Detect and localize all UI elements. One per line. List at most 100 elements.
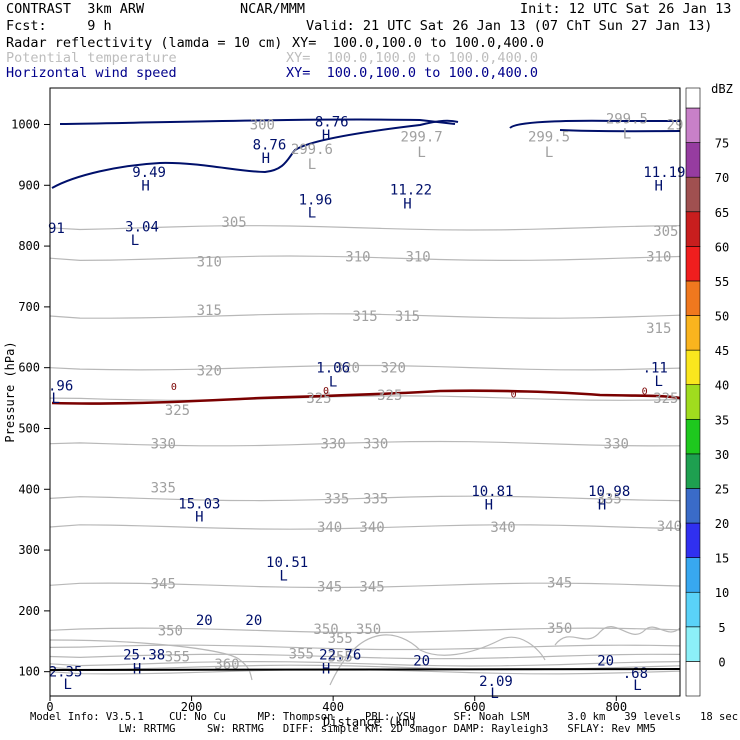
colorbar-swatch (685, 661, 701, 697)
theta-isentrope (49, 225, 681, 231)
colorbar-level-label: 35 (715, 413, 729, 427)
theta-isentrope (49, 660, 681, 667)
theta-contours (49, 225, 681, 686)
x-tick-label: 0 (46, 700, 53, 714)
theta-contour-label: 320 (335, 361, 360, 377)
field-label-reflectivity: Radar reflectivity (lamda = 10 cm) (6, 35, 283, 51)
theta-contour-label: 350 (356, 622, 381, 638)
colorbar-swatch (685, 384, 701, 420)
theta-contour-label: 340 (490, 520, 515, 536)
colorbar-level-label: 55 (715, 275, 729, 289)
wind-extremum-marker: L (131, 233, 139, 249)
y-tick-label: 900 (18, 178, 40, 192)
theta-contour-label: 350 (547, 621, 572, 637)
colorbar-level-label: 75 (715, 137, 729, 151)
theta-contour-label: 305 (653, 224, 678, 240)
theta-isentrope (49, 495, 681, 502)
y-tick-label: 500 (18, 421, 40, 435)
theta-contour-label: 330 (320, 437, 345, 453)
wind-extremum-marker: L (329, 375, 337, 391)
theta-contour-label: 335 (597, 491, 622, 507)
theta-contour-label: 310 (345, 249, 370, 265)
colorbar-swatch (685, 142, 701, 178)
colorbar-level-label: 50 (715, 310, 729, 324)
wind-extremum-value: 2.09 (479, 674, 513, 690)
colorbar: 0 5 10 15 20 25 30 35 40 45 50 55 60 65 70 75 dBZ (685, 82, 733, 697)
y-tick-label: 400 (18, 482, 40, 496)
theta-isentrope (49, 313, 681, 319)
wind-extremum-value: 15.03 (178, 496, 220, 512)
theta-extremum-marker: L (308, 157, 316, 173)
init-time: Init: 12 UTC Sat 26 Jan 13 (520, 1, 732, 17)
colorbar-unit-label: dBZ (711, 82, 733, 96)
model-title: CONTRAST 3km ARW (6, 1, 145, 17)
colorbar-swatch (685, 211, 701, 247)
colorbar-swatch (685, 418, 701, 455)
colorbar-level-label: 15 (715, 552, 729, 566)
footer-model-info: Model Info: V3.5.1 CU: No Cu MP: Thompso… (30, 711, 739, 723)
field-xy-wind: XY= 100.0,100.0 to 100.0,400.0 (286, 65, 538, 81)
wind-extremum-value: 10.98 (588, 484, 630, 500)
wind-contour-20 (51, 119, 459, 189)
wind-extremum-value: 11.22 (390, 183, 432, 199)
wind-extremum-marker: L (655, 374, 663, 390)
wind-extremum-marker: H (322, 128, 330, 144)
wind-contour-label: 20 (245, 613, 262, 629)
colorbar-level-label: 65 (715, 206, 729, 220)
colorbar-level-label: 20 (715, 517, 729, 531)
theta-contour-label: 315 (646, 321, 671, 337)
theta-contour-label: 325 (653, 391, 678, 407)
zero-contour-label: 0 (171, 382, 177, 393)
colorbar-swatch (685, 315, 701, 351)
wind-extremum-value: 8.76 (315, 114, 349, 130)
wind-contour-label: 20 (413, 654, 430, 670)
theta-contour-label: 345 (359, 580, 384, 596)
colorbar-swatch (685, 626, 701, 662)
theta-isentrope (554, 626, 681, 646)
colorbar-level-label: 45 (715, 344, 729, 358)
theta-contour-label: 340 (317, 520, 342, 536)
theta-contour-label: 350 (158, 623, 183, 639)
valid-time: Valid: 21 UTC Sat 26 Jan 13 (07 ChT Sun … (306, 18, 713, 34)
theta-contour-label: 315 (197, 303, 222, 319)
theta-contour-label: 320 (381, 361, 406, 377)
wind-extremum-value: 9.49 (132, 165, 166, 181)
theta-contour-label: 305 (221, 215, 246, 231)
wind-contour-20 (509, 119, 680, 129)
x-tick-label: 200 (181, 700, 203, 714)
colorbar-level-label: 60 (715, 240, 729, 254)
colorbar-level-label: 30 (715, 448, 729, 462)
wind-contour-20 (59, 118, 456, 125)
wind-contour-20 (559, 129, 681, 133)
colorbar-swatch (685, 522, 701, 558)
wind-extremum-marker: H (262, 151, 270, 167)
theta-isentrope (49, 440, 681, 447)
zero-contour-label: 0 (323, 386, 329, 397)
wind-extremum-marker: L (51, 391, 59, 407)
wind-extremum-value: 22.76 (319, 648, 361, 664)
theta-contour-label: 330 (363, 437, 388, 453)
footer-physics-info: LW: RRTMG SW: RRTMG DIFF: simple KM: 2D … (30, 723, 656, 735)
theta-contour-label: 300 (250, 117, 275, 133)
zero-contour-line (51, 389, 681, 405)
wind-extremum-marker: H (141, 178, 149, 194)
y-axis-label: Pressure (hPa) (3, 341, 17, 442)
theta-isentrope (49, 255, 681, 262)
colorbar-top-cap (685, 87, 701, 109)
wind-contours (51, 118, 681, 189)
zero-contour-label: 0 (511, 389, 517, 400)
zero-contour-label: 0 (642, 386, 648, 397)
ground-surface-line (49, 668, 681, 671)
theta-contour-label: 310 (197, 254, 222, 270)
theta-contour-label: 340 (657, 519, 682, 535)
colorbar-swatch (685, 591, 701, 628)
wind-extremum-marker: H (485, 497, 493, 513)
wind-extremum-marker: H (655, 178, 663, 194)
x-tick-label: 600 (464, 700, 486, 714)
theta-contour-label: 355 (289, 646, 314, 662)
theta-contour-label: 335 (363, 491, 388, 507)
field-label-wind: Horizontal wind speed (6, 65, 177, 81)
theta-contour-label: 325 (377, 388, 402, 404)
wind-extremum-value: 10.81 (471, 484, 513, 500)
